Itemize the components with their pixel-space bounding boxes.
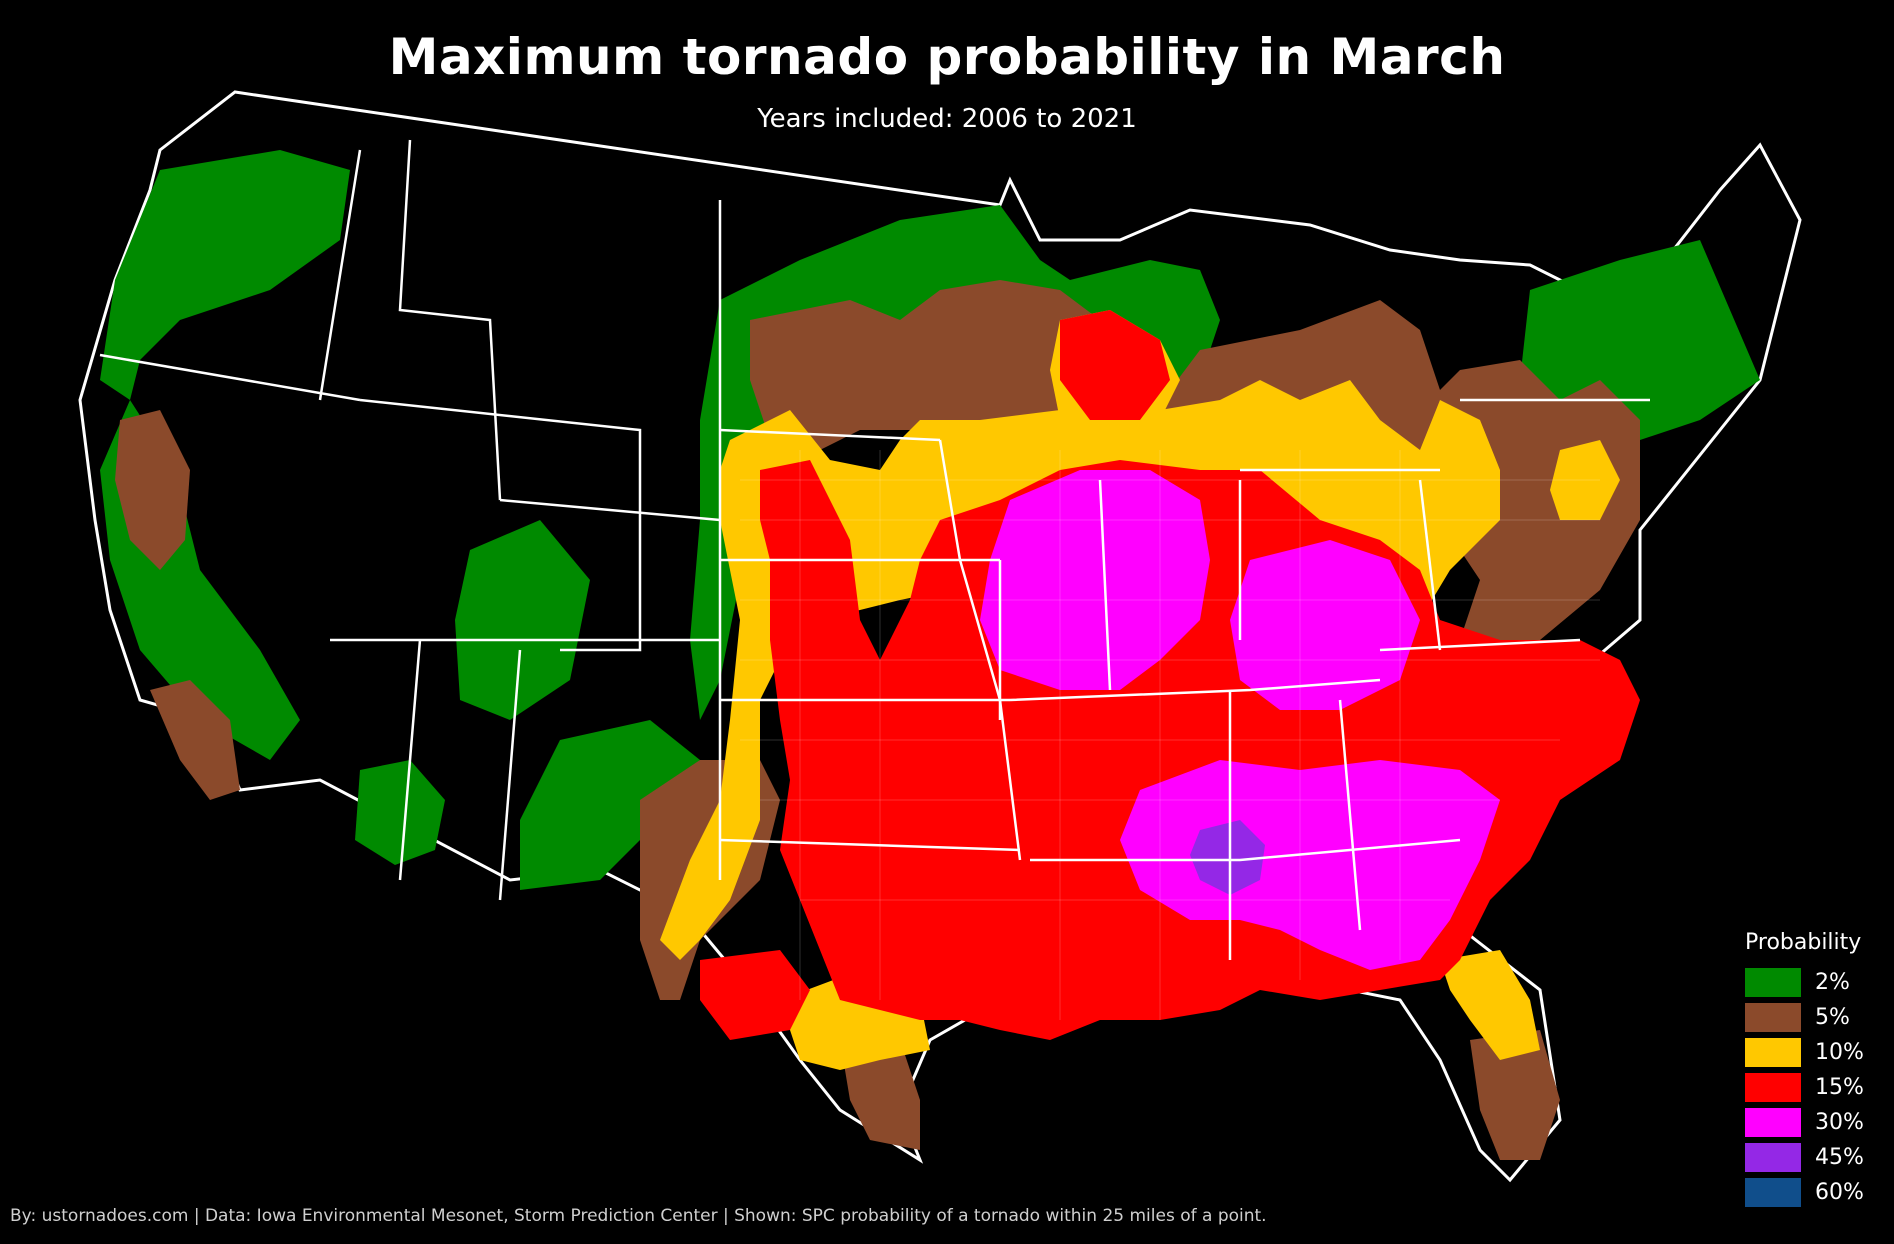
legend-swatch [1745, 1178, 1801, 1207]
legend-label: 15% [1815, 1075, 1864, 1100]
legend-title: Probability [1745, 930, 1862, 955]
legend-item: 15% [1745, 1070, 1885, 1105]
legend-item: 5% [1745, 1000, 1885, 1035]
legend-swatch [1745, 968, 1801, 997]
legend-swatch [1745, 1108, 1801, 1137]
legend-item: 60% [1745, 1175, 1885, 1210]
data-credit: By: ustornadoes.com | Data: Iowa Environ… [10, 1206, 1267, 1226]
map-subtitle: Years included: 2006 to 2021 [757, 104, 1137, 134]
probability-30pct-zones [980, 470, 1500, 970]
legend-swatch [1745, 1073, 1801, 1102]
probability-legend: Probability 2% 5% 10% 15% 30% 45% 60% [1745, 930, 1885, 1210]
legend-item: 10% [1745, 1035, 1885, 1070]
legend-swatch [1745, 1143, 1801, 1172]
legend-item: 2% [1745, 965, 1885, 1000]
legend-swatch [1745, 1038, 1801, 1067]
map-title: Maximum tornado probability in March [388, 28, 1506, 86]
legend-label: 10% [1815, 1040, 1864, 1065]
legend-label: 5% [1815, 1005, 1850, 1030]
probability-45pct-zones [1190, 820, 1265, 895]
legend-item: 30% [1745, 1105, 1885, 1140]
county-lines [740, 450, 1600, 1020]
legend-swatch [1745, 1003, 1801, 1032]
legend-label: 2% [1815, 970, 1850, 995]
state-borders [99, 139, 1650, 960]
legend-label: 60% [1815, 1180, 1864, 1205]
legend-label: 30% [1815, 1110, 1864, 1135]
legend-label: 45% [1815, 1145, 1864, 1170]
legend-item: 45% [1745, 1140, 1885, 1175]
